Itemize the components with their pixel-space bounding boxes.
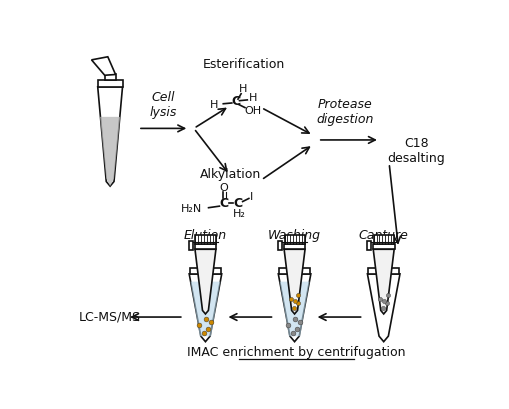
Text: Washing: Washing [268, 229, 321, 242]
Polygon shape [100, 117, 120, 186]
Polygon shape [279, 282, 309, 336]
Polygon shape [373, 249, 394, 314]
Bar [368, 268, 399, 274]
Bar [105, 74, 116, 80]
Bar [189, 241, 193, 250]
Bar [278, 241, 282, 250]
Text: C: C [231, 95, 240, 108]
Text: Esterification: Esterification [203, 58, 286, 71]
Polygon shape [278, 274, 311, 342]
Polygon shape [92, 57, 116, 75]
Text: H: H [239, 84, 247, 94]
Text: Cell
lysis: Cell lysis [150, 91, 177, 119]
Bar [284, 244, 305, 249]
Text: C: C [234, 197, 243, 209]
Polygon shape [195, 249, 216, 314]
Bar [374, 236, 394, 244]
Text: C18
desalting: C18 desalting [387, 137, 445, 165]
Polygon shape [98, 87, 123, 186]
Text: OH: OH [244, 106, 261, 117]
Bar [194, 244, 216, 249]
Text: C: C [219, 197, 229, 209]
Bar [195, 236, 215, 244]
Bar [98, 80, 123, 87]
Polygon shape [190, 282, 220, 336]
Bar [190, 268, 221, 274]
Text: Protease
digestion: Protease digestion [316, 98, 374, 126]
Polygon shape [367, 274, 400, 342]
Bar [367, 241, 371, 250]
Text: H₂N: H₂N [181, 204, 203, 214]
Text: IMAC enrichment by centrifugation: IMAC enrichment by centrifugation [187, 346, 405, 359]
Text: H₂: H₂ [233, 209, 246, 219]
Text: Elution: Elution [184, 229, 227, 242]
Text: Capture: Capture [359, 229, 409, 242]
Polygon shape [284, 249, 305, 314]
Bar [373, 244, 394, 249]
Bar [279, 268, 310, 274]
Text: O: O [219, 183, 228, 193]
Text: H: H [248, 93, 257, 103]
Polygon shape [189, 274, 222, 342]
Text: H: H [210, 100, 219, 110]
Text: I: I [250, 192, 253, 202]
Text: Alkylation: Alkylation [200, 169, 261, 182]
Text: LC-MS/MS: LC-MS/MS [79, 310, 141, 324]
Bar [285, 236, 305, 244]
